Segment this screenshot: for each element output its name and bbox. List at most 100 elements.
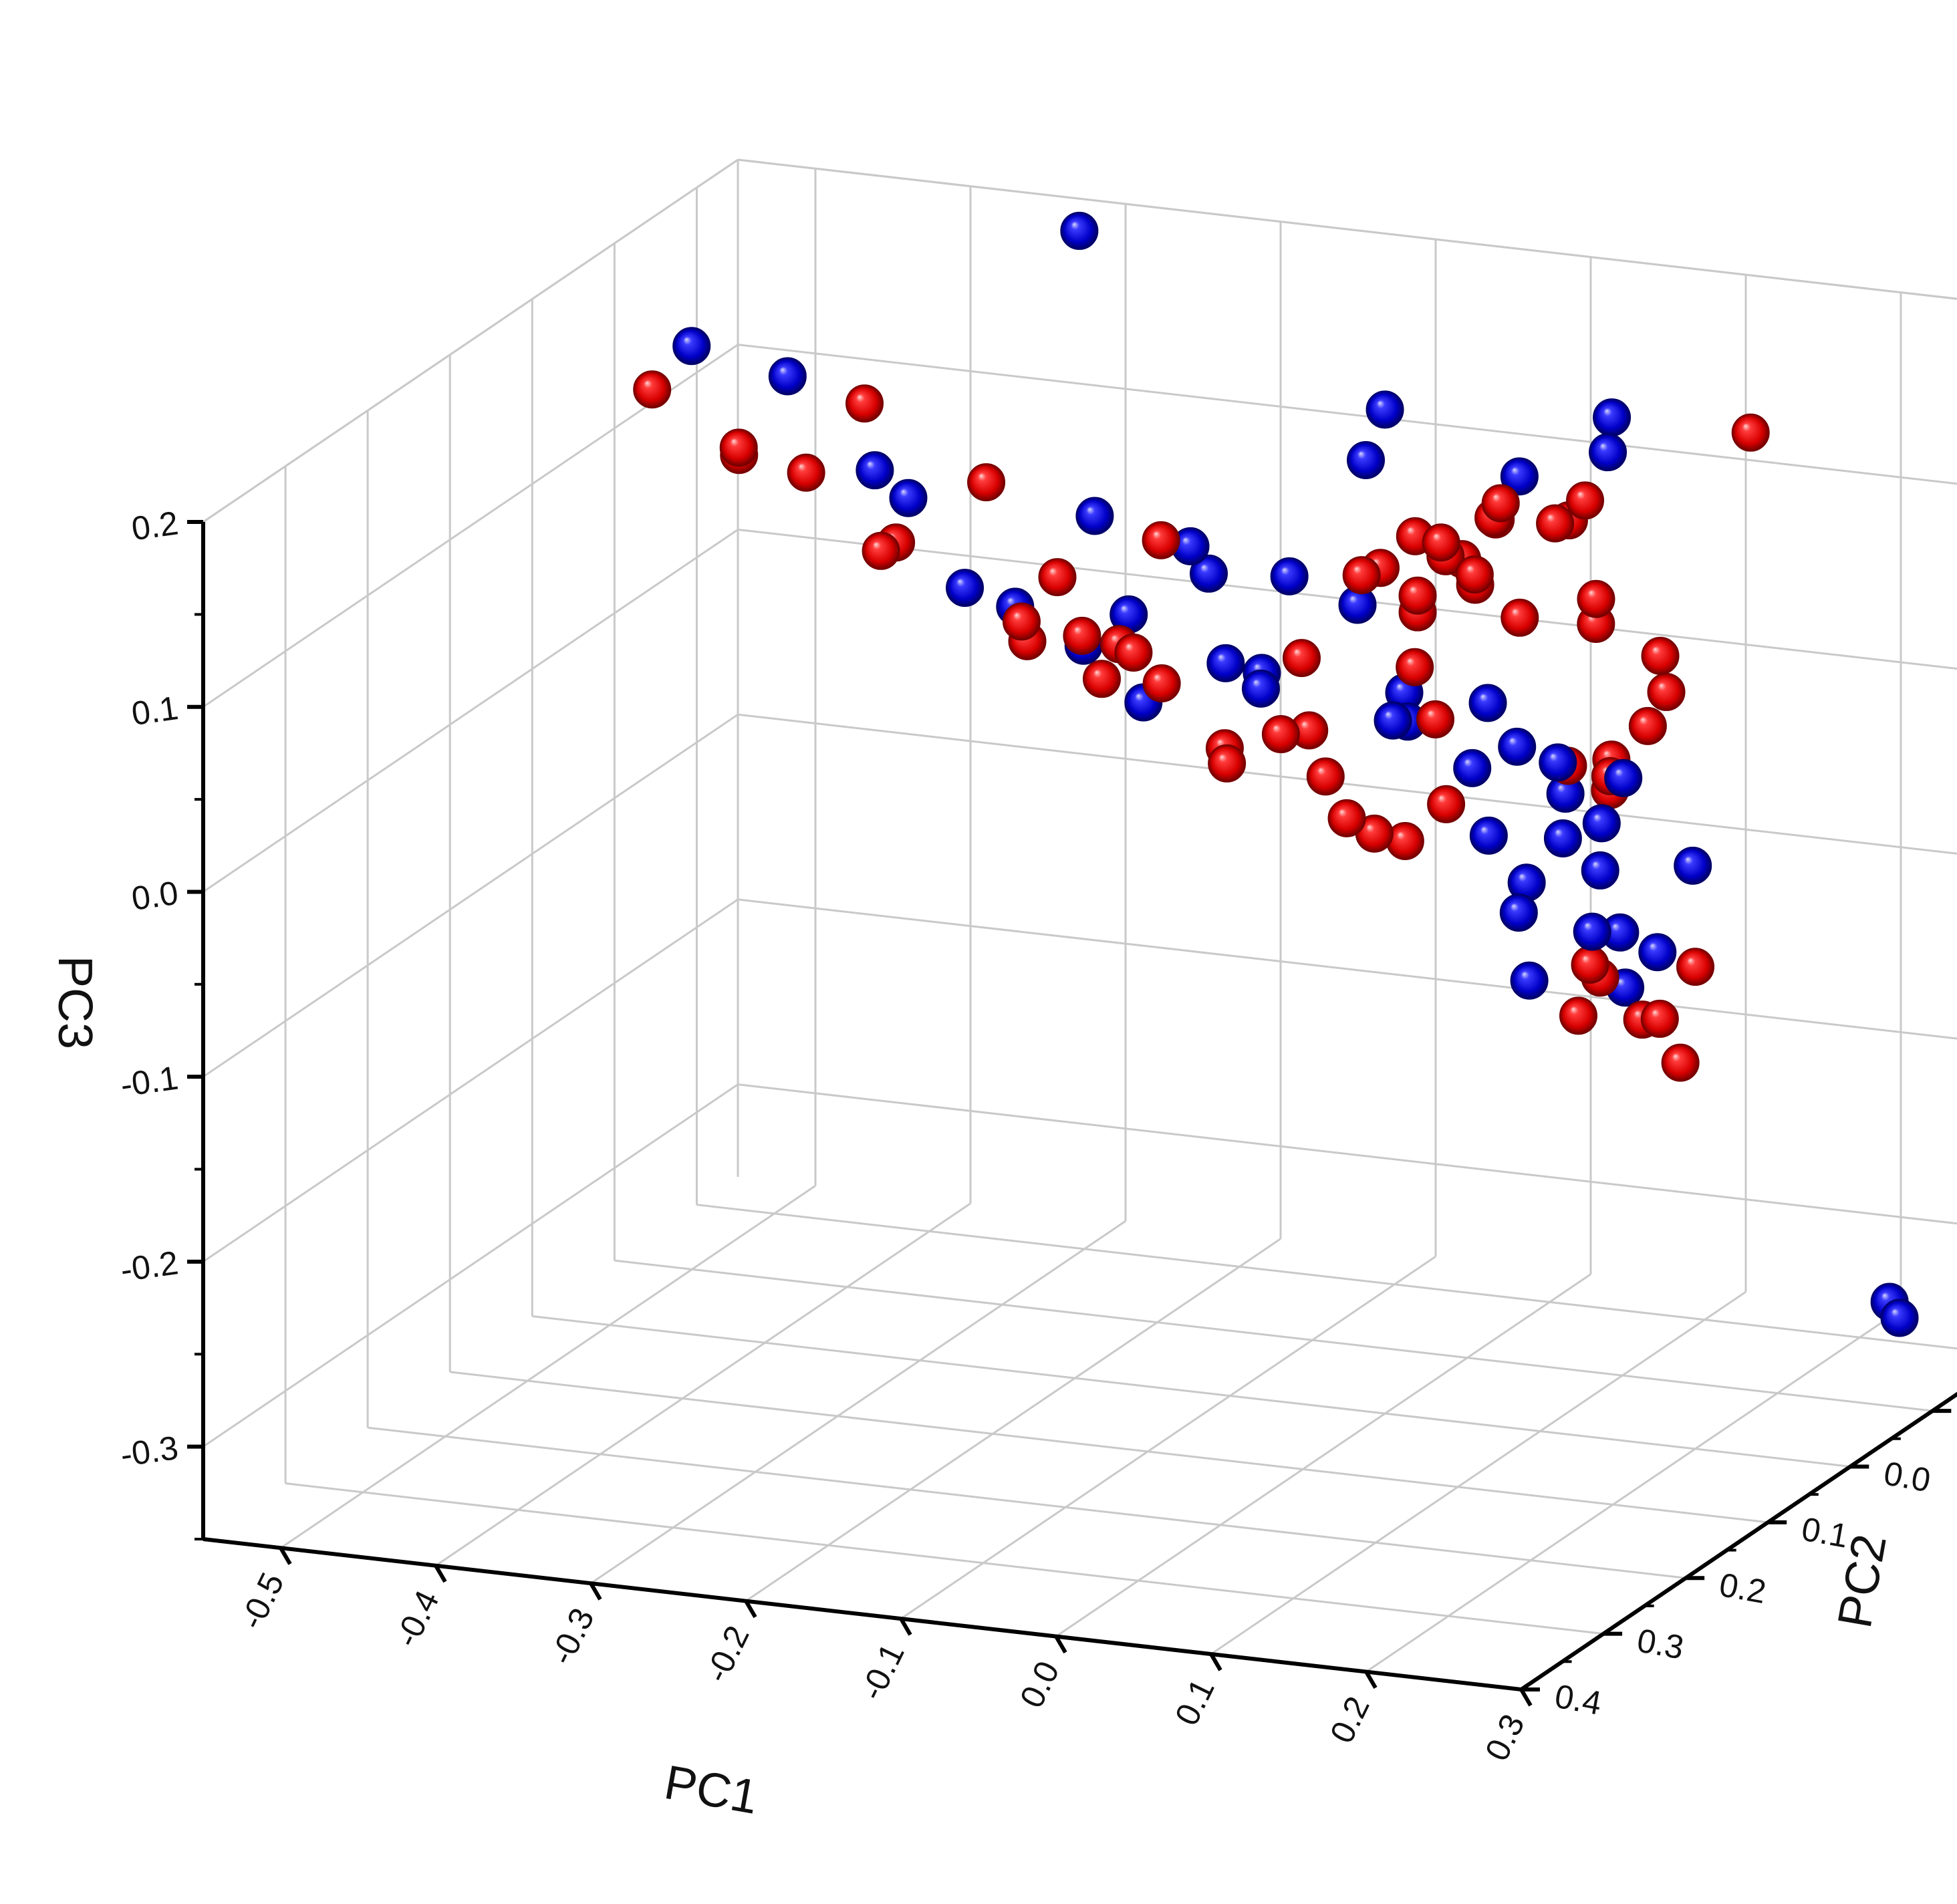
blue-data-point — [672, 327, 711, 366]
red-data-point — [1002, 602, 1041, 641]
side-wall-grid-line — [203, 898, 739, 1263]
y-axis-line — [1520, 1391, 1957, 1691]
red-data-point — [1731, 413, 1770, 452]
red-data-point — [1396, 648, 1434, 686]
x-minor-tick — [1210, 1653, 1218, 1665]
red-data-point — [845, 384, 884, 423]
back-wall-grid-line — [737, 713, 1957, 855]
floor-grid-line — [614, 1259, 1933, 1412]
blue-data-point — [1543, 819, 1582, 857]
red-data-point — [1455, 555, 1494, 594]
red-data-point — [862, 531, 900, 570]
blue-data-point — [1469, 816, 1508, 855]
red-data-point — [1661, 1043, 1700, 1082]
blue-data-point — [1270, 557, 1309, 595]
z-axis-title: PC3 — [48, 956, 102, 1049]
back-wall-grid-line — [737, 1083, 1957, 1225]
red-data-point — [1481, 484, 1520, 523]
z-tick-label: -0.3 — [118, 1429, 180, 1474]
red-data-point — [1571, 945, 1609, 984]
floor-grid-line — [532, 1315, 1851, 1468]
red-data-point — [1501, 598, 1539, 637]
red-data-point — [1342, 556, 1381, 595]
red-data-point — [1208, 744, 1247, 783]
x-minor-tick — [279, 1547, 287, 1558]
x-axis-title: PC1 — [660, 1756, 762, 1824]
red-data-point — [1306, 757, 1345, 796]
red-data-point — [1422, 523, 1460, 562]
back-wall-grid-line — [737, 344, 1957, 485]
blue-data-point — [1581, 851, 1619, 890]
y-tick-label: 0.2 — [1716, 1566, 1769, 1611]
red-data-point — [719, 428, 758, 467]
y-tick-label: 0.1 — [1799, 1510, 1851, 1555]
back-wall-edge — [737, 158, 1957, 300]
red-data-point — [1082, 660, 1121, 698]
red-data-point — [1559, 996, 1597, 1035]
blue-data-point — [1374, 701, 1412, 740]
red-data-point — [1577, 579, 1615, 618]
blue-data-point — [1060, 211, 1099, 250]
red-data-point — [1282, 639, 1321, 678]
red-data-point — [1628, 706, 1667, 745]
x-tick-label: -0.5 — [233, 1567, 291, 1635]
z-tick-label: 0.0 — [129, 874, 180, 918]
data-points — [633, 211, 1919, 1337]
floor-grid-line — [1210, 1290, 1746, 1655]
red-data-point — [1641, 636, 1680, 675]
y-tick-label: 0.3 — [1634, 1621, 1686, 1666]
side-wall-grid-line — [203, 1083, 739, 1448]
x-tick-label: -0.2 — [698, 1620, 757, 1688]
blue-data-point — [1880, 1299, 1919, 1337]
red-data-point — [1327, 799, 1366, 837]
z-tick-label: -0.1 — [118, 1059, 180, 1103]
blue-data-point — [1499, 894, 1538, 932]
blue-data-point — [1453, 749, 1492, 787]
x-tick-label: 0.1 — [1168, 1673, 1222, 1731]
blue-data-point — [1347, 441, 1386, 480]
floor-grid-line — [745, 1238, 1281, 1602]
blue-data-point — [1638, 933, 1677, 972]
red-data-point — [1398, 576, 1437, 615]
z-tick-label: 0.1 — [129, 689, 180, 732]
side-wall-grid-line — [203, 158, 739, 523]
red-data-point — [633, 370, 672, 409]
blue-data-point — [1674, 846, 1712, 885]
blue-data-point — [1604, 759, 1643, 797]
red-data-point — [1063, 616, 1101, 655]
floor-grid-line — [435, 1202, 971, 1567]
red-data-point — [1142, 664, 1181, 703]
grid-lines — [202, 158, 1957, 1691]
x-minor-tick — [590, 1583, 598, 1594]
red-data-point — [1038, 558, 1077, 597]
floor-grid-line — [900, 1255, 1436, 1620]
red-data-point — [1416, 700, 1455, 738]
floor-grid-line — [1055, 1273, 1591, 1637]
red-data-point — [1114, 633, 1153, 672]
blue-data-point — [1582, 804, 1621, 843]
x-minor-tick — [1365, 1671, 1373, 1682]
blue-data-point — [1241, 669, 1280, 708]
red-data-point — [787, 453, 825, 492]
blue-data-point — [1206, 644, 1245, 682]
y-tick-label: 0.4 — [1552, 1677, 1604, 1722]
back-wall-grid-line — [737, 528, 1957, 670]
y-tick-label: 0.0 — [1881, 1454, 1933, 1499]
red-data-point — [1676, 948, 1715, 986]
axes — [187, 520, 1957, 1707]
x-axis-line — [203, 1537, 1522, 1691]
side-wall-grid-line — [203, 529, 739, 893]
red-data-point — [967, 463, 1006, 502]
blue-data-point — [1500, 457, 1539, 496]
red-data-point — [1427, 785, 1466, 823]
blue-data-point — [1589, 433, 1627, 472]
x-tick-label: 0.2 — [1323, 1691, 1377, 1749]
floor-grid-line — [590, 1220, 1126, 1585]
blue-data-point — [1468, 684, 1507, 722]
floor-grid-line — [1521, 1393, 1957, 1691]
floor-grid-line — [696, 1204, 1957, 1350]
red-data-point — [1647, 672, 1686, 711]
x-tick-label: -0.1 — [853, 1637, 912, 1706]
